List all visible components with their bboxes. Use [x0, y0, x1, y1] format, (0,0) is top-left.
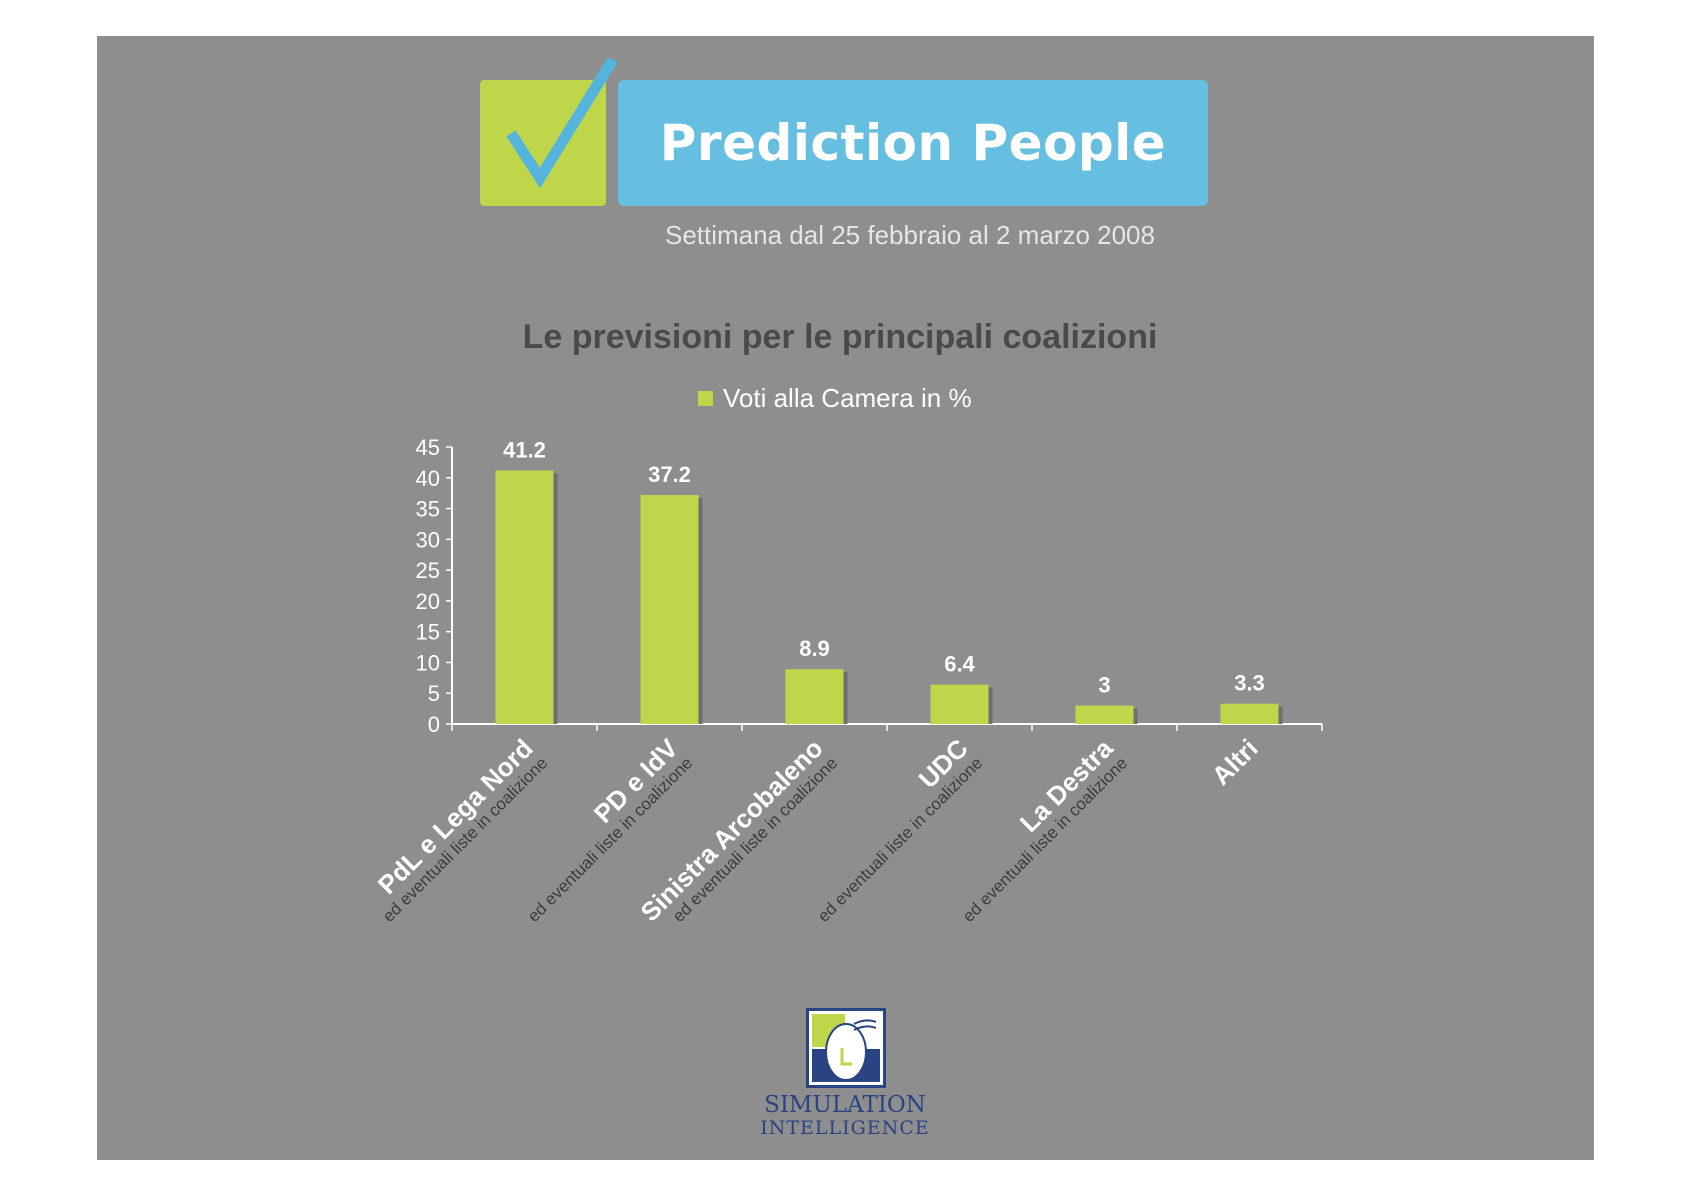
- category-note: ed eventuali liste in coalizione: [379, 753, 551, 925]
- chart-title: Le previsioni per le principali coalizio…: [522, 318, 1158, 356]
- bar: [930, 684, 989, 724]
- y-tick-label: 15: [416, 620, 440, 645]
- bar: [1220, 703, 1279, 724]
- y-tick-label: 25: [416, 558, 440, 583]
- bar: [785, 669, 844, 724]
- legend-label: Voti alla Camera in %: [723, 383, 972, 413]
- category-label: Altri: [1206, 733, 1264, 791]
- y-tick-label: 5: [428, 681, 440, 706]
- logo-banner: Prediction People: [618, 80, 1208, 206]
- data-label: 8.9: [799, 636, 830, 661]
- y-tick-label: 20: [416, 589, 440, 614]
- data-label: 6.4: [944, 652, 975, 677]
- category-label: PdL e Lega Nord: [372, 733, 539, 900]
- legend: Voti alla Camera in %: [698, 383, 972, 414]
- y-tick-label: 10: [416, 650, 440, 675]
- y-tick-label: 45: [416, 435, 440, 460]
- footer-brand-line1: SIMULATION: [764, 1092, 926, 1118]
- data-label: 3: [1098, 673, 1110, 698]
- y-tick-label: 0: [428, 712, 440, 737]
- slide-background: [97, 36, 1594, 1160]
- bar: [495, 470, 554, 724]
- simulation-intelligence-logo-icon: [806, 1008, 886, 1088]
- week-subtitle: Settimana dal 25 febbraio al 2 marzo 200…: [665, 220, 1155, 250]
- y-tick-label: 30: [416, 527, 440, 552]
- category-note: ed eventuali liste in coalizione: [959, 753, 1131, 925]
- brand-name: Prediction People: [659, 114, 1167, 172]
- legend-swatch: [698, 391, 713, 406]
- category-note: ed eventuali liste in coalizione: [814, 753, 986, 925]
- y-tick-label: 35: [416, 497, 440, 522]
- data-label: 37.2: [648, 462, 691, 487]
- checkmark-icon: [506, 58, 618, 189]
- category-note: ed eventuali liste in coalizione: [669, 753, 841, 925]
- footer-brand-line2: INTELLIGENCE: [760, 1117, 930, 1139]
- bar: [1075, 705, 1134, 724]
- data-label: 41.2: [503, 437, 546, 462]
- y-tick-label: 40: [416, 466, 440, 491]
- bar: [640, 495, 699, 724]
- data-label: 3.3: [1234, 671, 1265, 696]
